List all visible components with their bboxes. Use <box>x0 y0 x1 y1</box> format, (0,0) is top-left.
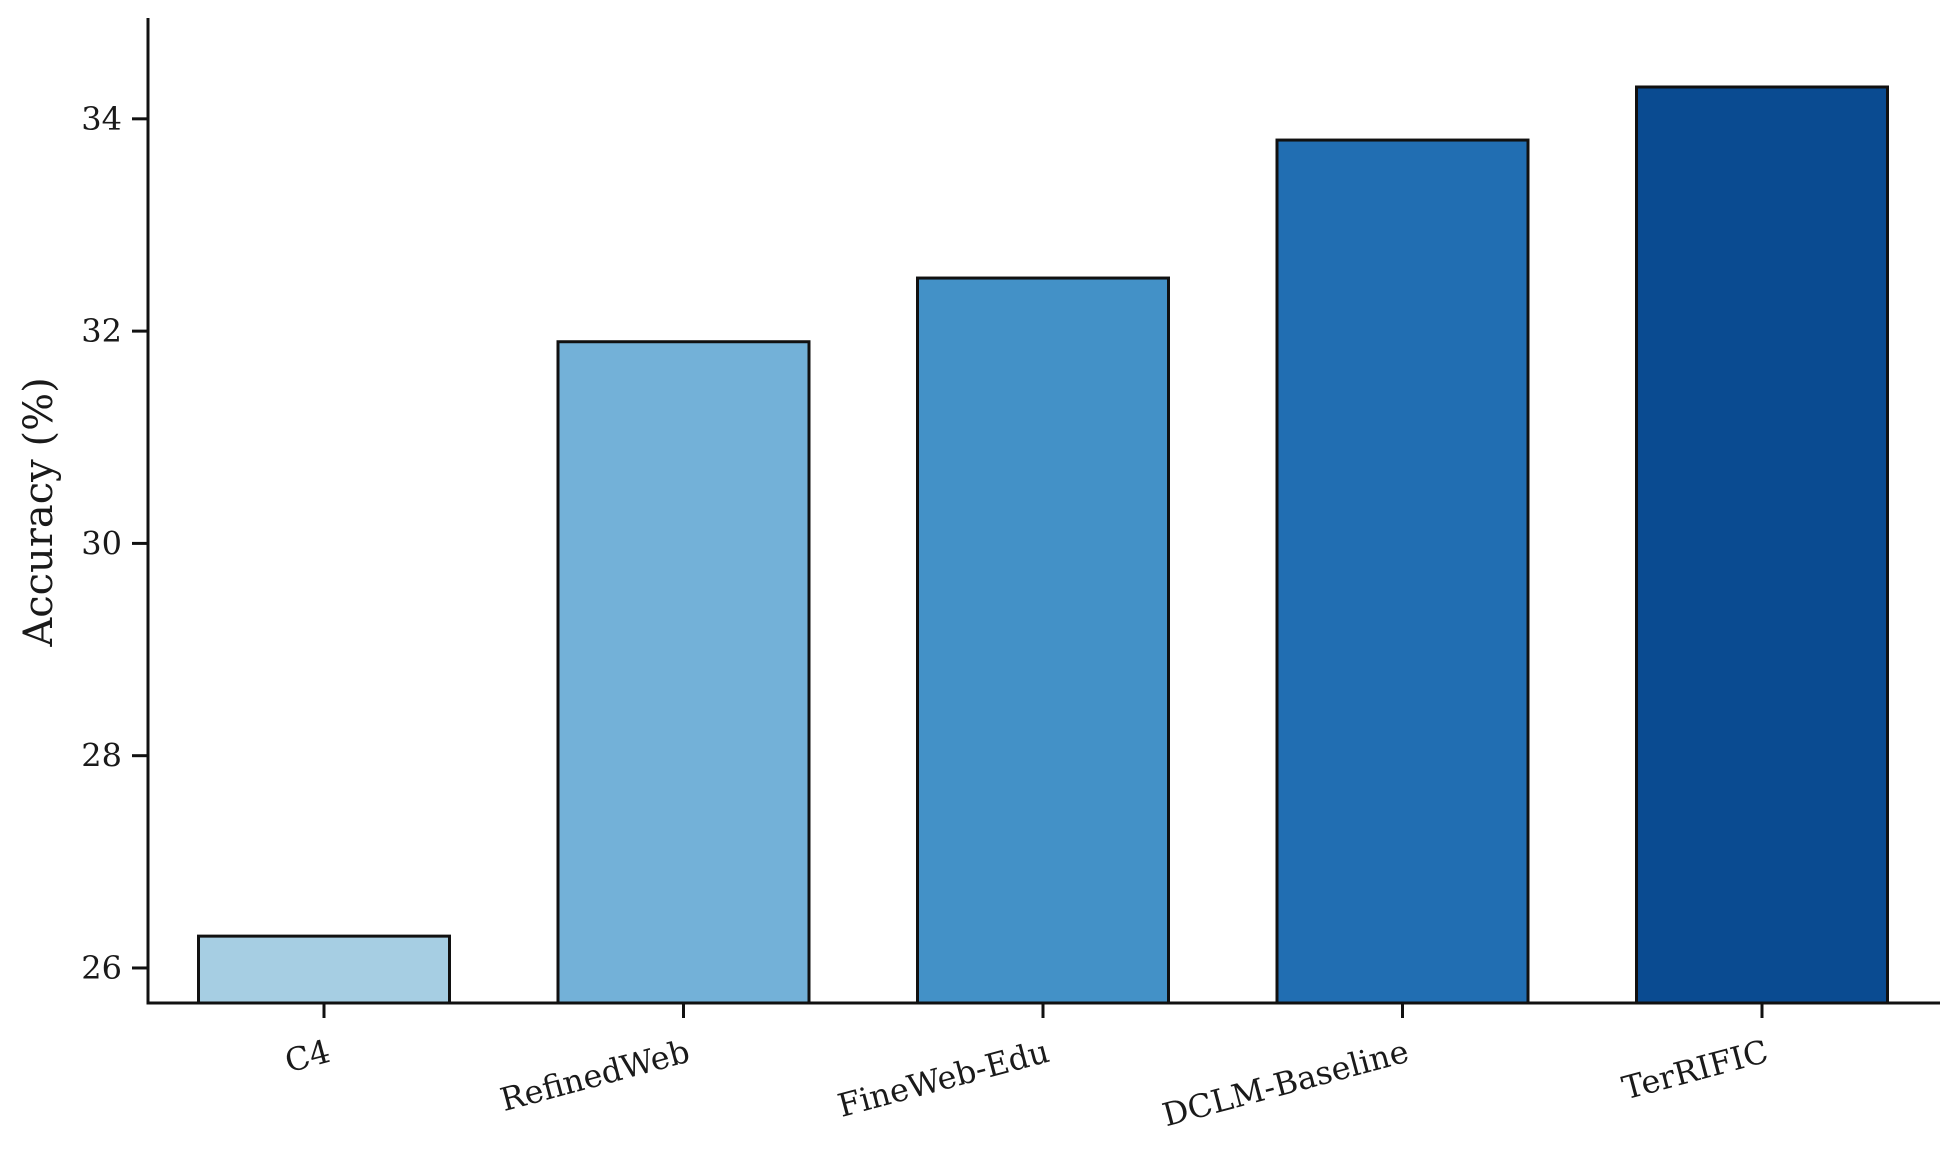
x-ticks: C4 RefinedWeb FineWeb-Edu DCLM-Baseline TerR… <box>281 1003 1772 1134</box>
bar-terrific <box>1635 85 1889 1005</box>
x-tick-label: C4 <box>281 1032 334 1080</box>
y-tick-label: 32 <box>81 312 122 350</box>
bar-c4 <box>197 934 451 1005</box>
x-tick-label: TerRIFIC <box>1618 1032 1772 1107</box>
bars-layer <box>197 85 1889 1005</box>
x-tick-label: RefinedWeb <box>496 1032 693 1119</box>
y-tick-label: 28 <box>81 737 122 775</box>
y-tick-label: 26 <box>81 949 122 987</box>
bar-fineweb-edu <box>916 276 1170 1005</box>
bar-refinedweb <box>556 340 811 1005</box>
x-tick-label: FineWeb-Edu <box>834 1032 1053 1125</box>
x-tick-label: DCLM-Baseline <box>1158 1032 1412 1134</box>
y-tick-label: 34 <box>81 100 122 138</box>
y-tick-label: 30 <box>81 524 122 562</box>
y-axis-title: Accuracy (%) <box>16 377 62 647</box>
bar-dclm-baseline <box>1275 138 1530 1005</box>
y-ticks: 26 28 30 32 34 <box>81 100 148 987</box>
